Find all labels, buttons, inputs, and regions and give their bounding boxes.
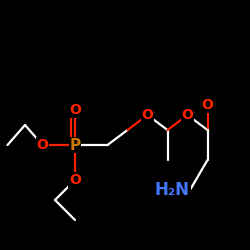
Text: O: O [202,98,213,112]
Text: O: O [142,108,154,122]
Text: O: O [182,108,194,122]
Text: O: O [69,173,81,187]
Text: P: P [70,138,80,152]
Text: O: O [36,138,48,152]
Text: H₂N: H₂N [155,181,190,199]
Text: O: O [69,103,81,117]
